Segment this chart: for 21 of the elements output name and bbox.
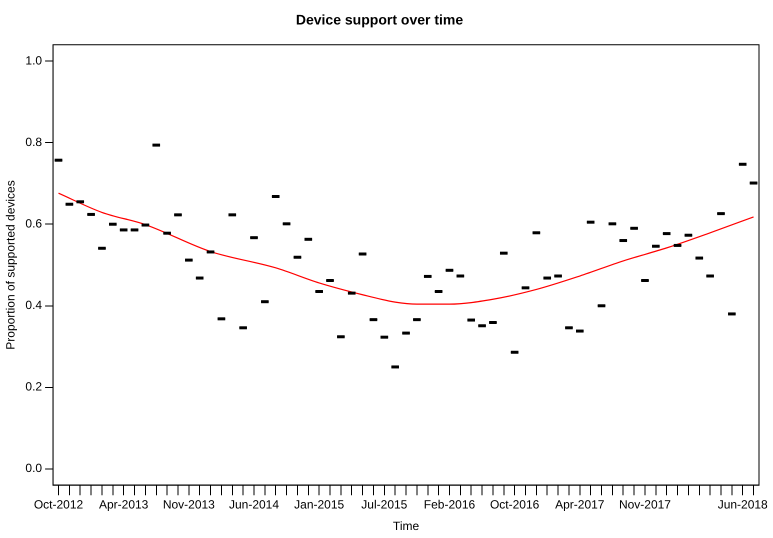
x-tick-label: Apr-2013 [98, 498, 149, 512]
line-series [58, 192, 754, 305]
x-axis-title: Time [392, 519, 420, 534]
x-tick-label: Jan-2015 [294, 498, 344, 512]
y-tick-label: 0.2 [25, 380, 42, 394]
y-tick-label: 0.6 [25, 216, 42, 231]
x-tick-label: Apr-2017 [555, 498, 605, 512]
y-tick-label: 1.0 [25, 53, 42, 68]
x-tick-label: Jul-2015 [361, 498, 408, 512]
x-tick-label: Feb-2016 [424, 498, 476, 512]
y-tick-label: 0.8 [25, 134, 42, 149]
x-tick-label: Oct-2016 [490, 498, 540, 512]
y-axis-title: Proportion of supported devices [4, 180, 18, 350]
y-tick-label: 0.4 [25, 298, 42, 312]
chart-title: Device support over time [296, 11, 464, 28]
x-tick-label: Jun-2014 [228, 498, 280, 512]
x-tick-label: Nov-2017 [618, 498, 672, 512]
x-tick-label: Jun-2018 [718, 498, 768, 512]
x-tick-label: Oct-2012 [34, 498, 84, 512]
y-tick-label: 0.0 [25, 461, 42, 476]
x-tick-label: Nov-2013 [162, 498, 216, 512]
